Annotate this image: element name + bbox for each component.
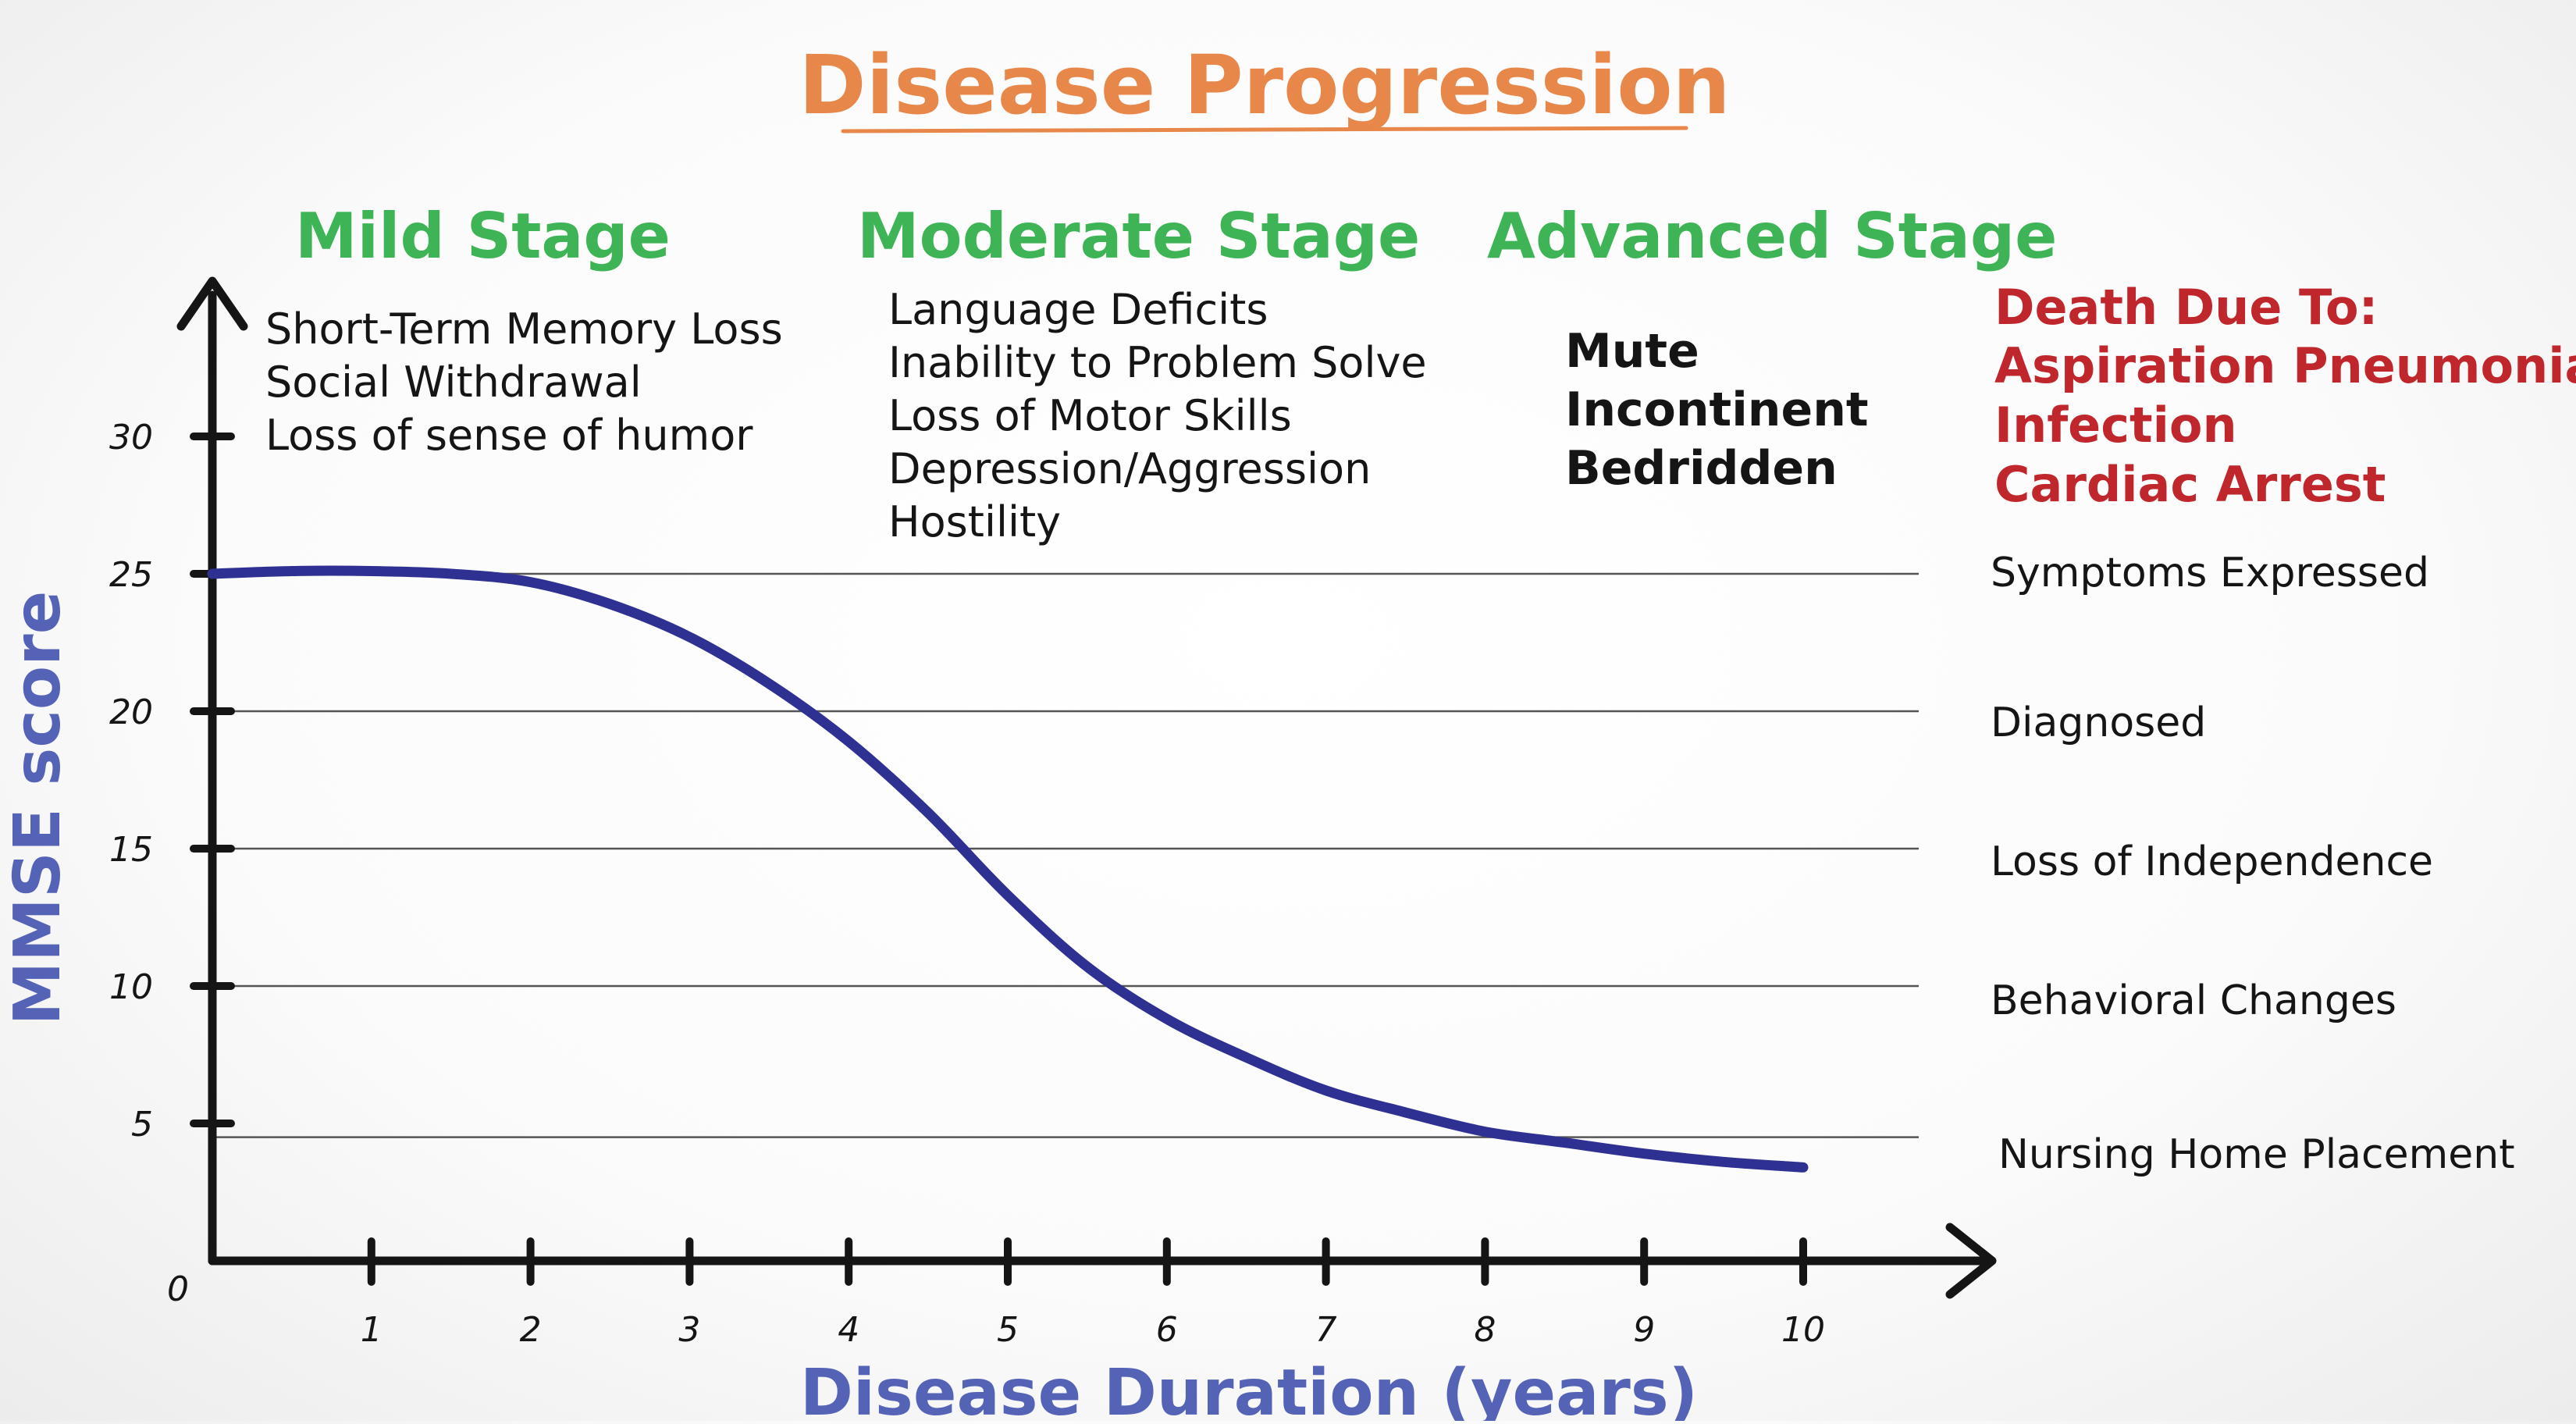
x-tick-label: 3: [678, 1310, 700, 1350]
symptom-item: Social Withdrawal: [265, 358, 642, 407]
x-tick-label: 4: [838, 1310, 859, 1350]
y-tick-label: 10: [109, 967, 153, 1007]
x-tick-label: 5: [997, 1310, 1019, 1350]
origin-label: 0: [167, 1269, 189, 1309]
symptom-item: Language Deficits: [888, 285, 1268, 334]
symptom-item: Depression/Aggression: [888, 444, 1371, 493]
milestone-label: Loss of Independence: [1991, 838, 2433, 885]
death-cause: Infection: [1994, 397, 2237, 454]
x-tick-label: 8: [1474, 1310, 1496, 1350]
mmse-curve: [207, 565, 1809, 1173]
symptom-item: Incontinent: [1565, 383, 1869, 437]
symptom-item: Loss of Motor Skills: [888, 391, 1292, 440]
x-axis-title: Disease Duration (years): [800, 1356, 1698, 1421]
x-axis-arrow: [1945, 1223, 1997, 1299]
y-tick-label: 30: [109, 418, 153, 457]
title-underline: [841, 126, 1688, 134]
stage-title: Mild Stage: [295, 200, 671, 272]
symptom-item: Inability to Problem Solve: [888, 338, 1427, 387]
y-axis-title: MMSE score: [1, 591, 75, 1026]
death-cause: Cardiac Arrest: [1994, 456, 2386, 513]
milestone-label: Symptoms Expressed: [1991, 550, 2429, 596]
x-tick-label: 1: [361, 1310, 382, 1350]
milestone-label: Nursing Home Placement: [1998, 1131, 2515, 1178]
milestone-label: Diagnosed: [1991, 700, 2206, 746]
x-tick-label: 9: [1633, 1310, 1655, 1350]
symptom-item: Loss of sense of humor: [265, 411, 753, 460]
x-tick-label: 6: [1156, 1310, 1178, 1350]
stage-title: Moderate Stage: [857, 200, 1420, 272]
symptom-item: Mute: [1565, 324, 1699, 379]
y-tick-label: 25: [109, 555, 153, 595]
y-axis-arrow: [176, 276, 248, 331]
y-tick-label: 5: [131, 1105, 153, 1145]
symptom-item: Hostility: [888, 497, 1061, 546]
symptom-item: Bedridden: [1565, 441, 1838, 496]
milestone-label: Behavioral Changes: [1991, 977, 2396, 1024]
chart-title: Disease Progression: [799, 37, 1730, 133]
death-cause: Aspiration Pneumonia: [1994, 337, 2576, 394]
symptom-item: Short-Term Memory Loss: [265, 304, 783, 354]
curve-layer: [207, 565, 1809, 1173]
gridlines: [212, 572, 1919, 1138]
y-tick-label: 20: [109, 692, 153, 732]
x-tick-label: 7: [1315, 1310, 1337, 1350]
death-heading: Death Due To:: [1994, 279, 2378, 336]
x-tick-label: 10: [1781, 1310, 1825, 1350]
labels: Disease Progression Symptoms Expressed Dia…: [1, 37, 2576, 1424]
y-tick-label: 15: [109, 830, 153, 870]
x-tick-label: 2: [520, 1310, 542, 1350]
stage-title: Advanced Stage: [1487, 200, 2057, 272]
